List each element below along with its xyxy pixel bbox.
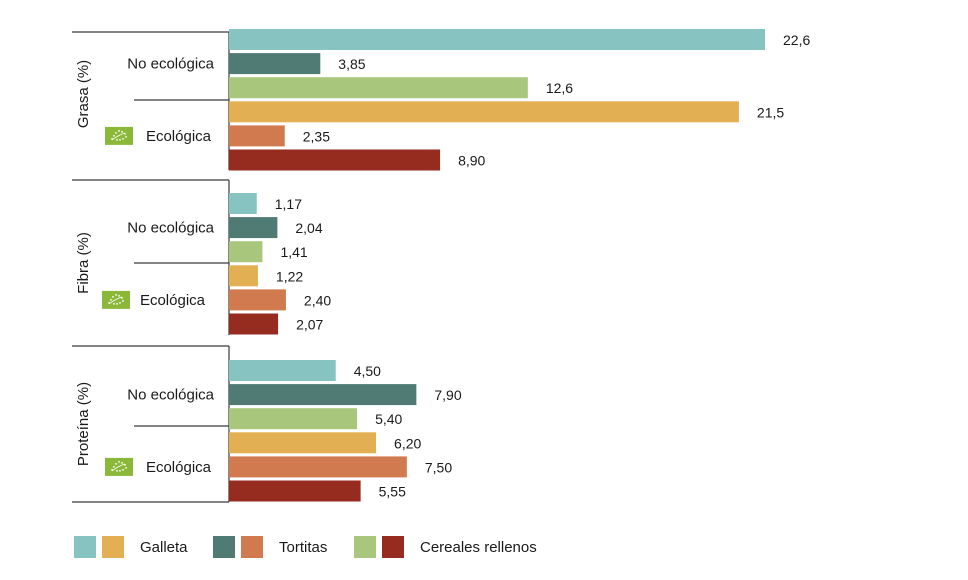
- legend-label: Cereales rellenos: [420, 539, 537, 556]
- bar-cereales-rellenos-noeco: [229, 241, 263, 263]
- subgroup-label-no-ecologica: No ecológica: [127, 387, 214, 404]
- legend-swatch-noeco: [213, 536, 235, 558]
- bar-galleta-eco: [229, 432, 377, 454]
- bar-galleta-eco: [229, 265, 258, 287]
- legend-swatch-noeco: [354, 536, 376, 558]
- value-label: 2,40: [304, 292, 331, 308]
- bar-tortitas-eco: [229, 289, 286, 311]
- legend-swatch-noeco: [74, 536, 96, 558]
- value-label: 3,85: [338, 56, 365, 72]
- value-label: 1,22: [276, 268, 303, 284]
- bar-galleta-noeco: [229, 29, 765, 50]
- chart-structure: [72, 31, 230, 503]
- bar-tortitas-eco: [229, 125, 285, 147]
- eco-leaf-stem: [111, 463, 126, 472]
- legend-label: Galleta: [140, 539, 188, 556]
- bar-cereales-rellenos-eco: [229, 149, 441, 171]
- eco-leaf-dot: [113, 466, 115, 468]
- subgroup-label-ecologica: Ecológica: [140, 292, 206, 309]
- value-label: 22,6: [783, 32, 810, 48]
- eco-leaf-dot: [119, 302, 121, 304]
- value-label: 5,55: [379, 484, 406, 500]
- value-label: 12,6: [546, 80, 573, 96]
- chart-value-labels: 22,6 3,85 12,6 21,5 2,35 8,90 1,17 2,04 1,41 1,22…: [275, 32, 811, 500]
- bar-galleta-noeco: [229, 360, 336, 381]
- value-label: 7,50: [425, 459, 452, 475]
- eu-organic-leaf-icon: [102, 290, 130, 309]
- value-label: 2,07: [296, 317, 323, 333]
- eco-leaf-dot: [115, 132, 117, 134]
- group-label: Fibra (%): [75, 232, 92, 294]
- value-label: 1,17: [275, 196, 302, 212]
- eco-leaf-dot: [121, 462, 123, 464]
- legend-swatch-eco: [241, 536, 263, 558]
- bar-tortitas-eco: [229, 456, 407, 478]
- eu-organic-leaf-icon: [105, 126, 133, 145]
- value-label: 2,04: [295, 220, 322, 236]
- eco-leaf-dot: [122, 469, 124, 471]
- eco-leaf-dot: [113, 135, 115, 137]
- bar-galleta-noeco: [229, 193, 257, 214]
- legend-swatch-eco: [382, 536, 404, 558]
- value-label: 6,20: [394, 435, 421, 451]
- bar-cereales-rellenos-noeco: [229, 77, 528, 99]
- eco-leaf-dot: [112, 296, 114, 298]
- value-label: 4,50: [354, 363, 381, 379]
- eco-leaf-dot: [125, 467, 127, 469]
- eco-leaf-dot: [115, 463, 117, 465]
- eco-leaf-dot: [113, 303, 115, 305]
- value-label: 5,40: [375, 411, 402, 427]
- subgroup-label-no-ecologica: No ecológica: [127, 56, 214, 73]
- eco-leaf-dot: [122, 300, 124, 302]
- legend-swatch-eco: [102, 536, 124, 558]
- group-label: Proteína (%): [75, 382, 92, 466]
- eco-leaf-dot: [118, 295, 120, 297]
- group-label: Grasa (%): [75, 60, 92, 128]
- eco-leaf-stem: [111, 132, 126, 141]
- bar-tortitas-noeco: [229, 53, 321, 75]
- value-label: 8,90: [458, 153, 485, 169]
- eco-leaf-dot: [122, 138, 124, 140]
- bar-tortitas-noeco: [229, 217, 278, 239]
- value-label: 1,41: [280, 244, 307, 260]
- eco-leaf-dot: [118, 461, 120, 463]
- eco-leaf-dot: [116, 303, 118, 305]
- chart-legend: Galleta Tortitas Cereales rellenos: [74, 536, 537, 558]
- value-label: 2,35: [303, 128, 330, 144]
- bar-cereales-rellenos-noeco: [229, 408, 358, 430]
- legend-item-galleta: Galleta: [74, 536, 188, 558]
- legend-label: Tortitas: [279, 539, 327, 556]
- subgroup-label-ecologica: Ecológica: [146, 128, 212, 145]
- chart-bars: [229, 29, 765, 502]
- bar-galleta-eco: [229, 101, 739, 123]
- eco-leaf-dot: [121, 131, 123, 133]
- eco-leaf-dot: [119, 139, 121, 141]
- eco-leaf-dot: [118, 130, 120, 132]
- legend-item-tortitas: Tortitas: [213, 536, 327, 558]
- subgroup-label-ecologica: Ecológica: [146, 459, 212, 476]
- eu-organic-leaf-icon: [105, 457, 133, 476]
- bar-cereales-rellenos-eco: [229, 313, 279, 335]
- eco-leaf-dot: [110, 299, 112, 301]
- value-label: 21,5: [757, 104, 784, 120]
- subgroup-label-no-ecologica: No ecológica: [127, 220, 214, 237]
- eco-leaf-dot: [115, 294, 117, 296]
- bar-tortitas-noeco: [229, 384, 417, 406]
- bar-cereales-rellenos-eco: [229, 480, 361, 502]
- chart-category-labels: Grasa (%) No ecológica Ecológica Fibra (%) N…: [75, 56, 215, 476]
- eco-leaf-dot: [116, 470, 118, 472]
- eco-leaf-dot: [125, 136, 127, 138]
- legend-item-cereales-rellenos: Cereales rellenos: [354, 536, 537, 558]
- eco-leaf-dot: [116, 139, 118, 141]
- value-label: 7,90: [434, 387, 461, 403]
- eco-leaf-dot: [119, 470, 121, 472]
- eco-leaf-stem: [108, 296, 123, 305]
